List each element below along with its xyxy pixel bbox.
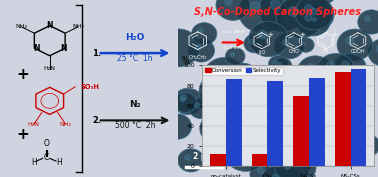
Text: N: N bbox=[60, 44, 67, 53]
Text: H: H bbox=[31, 158, 37, 167]
Circle shape bbox=[266, 66, 303, 98]
Text: O: O bbox=[43, 139, 49, 148]
Text: C: C bbox=[43, 153, 49, 162]
Text: N₂: N₂ bbox=[129, 100, 141, 109]
Text: 1.: 1. bbox=[92, 49, 102, 58]
Text: +: + bbox=[17, 67, 29, 82]
Circle shape bbox=[313, 111, 341, 135]
Circle shape bbox=[297, 38, 314, 52]
Text: N: N bbox=[33, 44, 39, 53]
Circle shape bbox=[257, 71, 276, 88]
Circle shape bbox=[317, 53, 355, 87]
Circle shape bbox=[173, 88, 203, 115]
Text: 2 μm: 2 μm bbox=[193, 152, 214, 161]
Circle shape bbox=[216, 86, 259, 124]
Circle shape bbox=[225, 134, 267, 171]
Circle shape bbox=[319, 141, 341, 160]
Text: NH₂: NH₂ bbox=[72, 24, 84, 29]
Circle shape bbox=[276, 0, 324, 38]
Text: SO₃H: SO₃H bbox=[81, 84, 99, 90]
Circle shape bbox=[358, 10, 378, 34]
Circle shape bbox=[225, 69, 262, 102]
Circle shape bbox=[297, 6, 330, 36]
Circle shape bbox=[234, 102, 274, 136]
Circle shape bbox=[355, 134, 378, 157]
Y-axis label: %: % bbox=[181, 56, 189, 65]
Circle shape bbox=[192, 23, 217, 45]
Circle shape bbox=[245, 83, 285, 118]
Text: H₂N: H₂N bbox=[44, 66, 56, 71]
Circle shape bbox=[244, 34, 265, 53]
Text: 25 °C  1h: 25 °C 1h bbox=[117, 54, 153, 63]
Circle shape bbox=[306, 65, 335, 90]
Circle shape bbox=[368, 39, 378, 66]
Text: CH₂CH₃: CH₂CH₃ bbox=[189, 55, 207, 60]
Circle shape bbox=[272, 148, 316, 177]
Text: S,N-Co-Doped Carbon Spheres: S,N-Co-Doped Carbon Spheres bbox=[194, 7, 361, 17]
Text: NH₂: NH₂ bbox=[15, 24, 27, 29]
Circle shape bbox=[249, 22, 288, 57]
Circle shape bbox=[268, 56, 288, 73]
Circle shape bbox=[157, 29, 200, 67]
Circle shape bbox=[259, 164, 307, 177]
Text: CHO: CHO bbox=[288, 49, 299, 54]
Circle shape bbox=[250, 162, 279, 177]
Circle shape bbox=[309, 0, 337, 4]
Circle shape bbox=[200, 113, 236, 145]
Circle shape bbox=[263, 92, 290, 115]
Text: N: N bbox=[46, 21, 53, 30]
Circle shape bbox=[259, 0, 306, 31]
Bar bbox=[226, 79, 242, 166]
Text: 500 °C  2h: 500 °C 2h bbox=[115, 121, 155, 130]
Text: OH: OH bbox=[322, 49, 330, 54]
Text: NH₂: NH₂ bbox=[60, 122, 72, 127]
Circle shape bbox=[174, 92, 197, 112]
Circle shape bbox=[163, 114, 192, 139]
Text: +: + bbox=[331, 32, 337, 38]
Circle shape bbox=[203, 58, 245, 95]
Circle shape bbox=[310, 120, 333, 140]
Text: H: H bbox=[56, 158, 62, 167]
Circle shape bbox=[188, 39, 214, 62]
Circle shape bbox=[275, 154, 310, 177]
Circle shape bbox=[343, 99, 369, 122]
Circle shape bbox=[307, 14, 326, 30]
Text: +: + bbox=[267, 32, 273, 38]
Circle shape bbox=[225, 63, 260, 94]
Bar bbox=[267, 81, 283, 166]
Legend: Conversion, Selectivity: Conversion, Selectivity bbox=[203, 67, 283, 75]
Text: H₂O: H₂O bbox=[125, 33, 145, 42]
Circle shape bbox=[225, 48, 245, 65]
Text: H₂O 80°C: H₂O 80°C bbox=[223, 46, 244, 50]
Circle shape bbox=[297, 56, 333, 88]
Bar bbox=[335, 72, 351, 166]
Circle shape bbox=[333, 54, 367, 83]
Bar bbox=[252, 154, 267, 166]
Circle shape bbox=[337, 29, 373, 61]
Text: COOH: COOH bbox=[351, 49, 365, 54]
Circle shape bbox=[216, 0, 250, 20]
Circle shape bbox=[228, 114, 258, 140]
Circle shape bbox=[189, 98, 213, 119]
Text: H₂N: H₂N bbox=[28, 122, 40, 127]
Circle shape bbox=[274, 33, 304, 59]
Bar bbox=[351, 68, 366, 166]
Circle shape bbox=[288, 68, 309, 87]
Circle shape bbox=[199, 71, 247, 113]
Circle shape bbox=[178, 149, 204, 172]
Circle shape bbox=[239, 0, 285, 32]
Text: ||O: ||O bbox=[258, 49, 265, 55]
Bar bbox=[210, 154, 226, 166]
Circle shape bbox=[302, 1, 334, 30]
Text: +: + bbox=[299, 32, 305, 38]
Bar bbox=[293, 96, 309, 166]
Circle shape bbox=[295, 0, 333, 30]
Circle shape bbox=[325, 129, 347, 148]
Text: Cat. TBHP: Cat. TBHP bbox=[223, 30, 245, 34]
Text: 2.: 2. bbox=[92, 116, 102, 125]
Circle shape bbox=[272, 58, 292, 75]
Bar bbox=[309, 78, 325, 166]
Text: +: + bbox=[17, 127, 29, 142]
